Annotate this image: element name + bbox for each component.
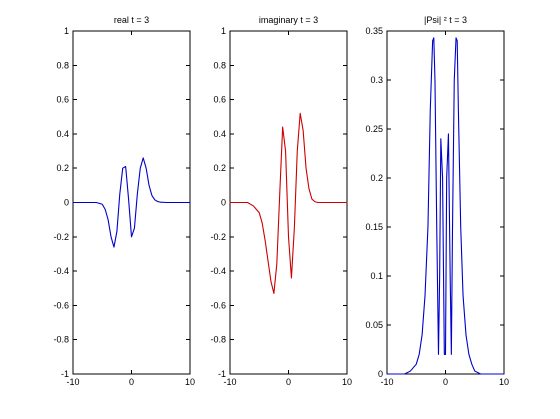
x-tick-label: -10 — [66, 377, 79, 387]
y-tick-label: 0.4 — [213, 129, 226, 139]
subplot-title: imaginary t = 3 — [259, 15, 318, 25]
subplot-title: real t = 3 — [114, 15, 149, 25]
y-tick-label: 0.4 — [56, 129, 69, 139]
y-tick-label: -0.2 — [210, 232, 226, 242]
y-tick-label: -1 — [61, 369, 69, 379]
x-tick-label: -10 — [380, 377, 393, 387]
y-tick-label: 0.1 — [370, 271, 383, 281]
subplot-3: 00.050.10.150.20.250.30.35-10 0 10|Psi| ² … — [365, 15, 509, 387]
y-tick-label: 0.05 — [365, 320, 383, 330]
y-tick-label: -1 — [218, 369, 226, 379]
y-tick-label: 0.35 — [365, 26, 383, 36]
subplot-title: |Psi| ² t = 3 — [424, 15, 467, 25]
y-tick-label: -0.4 — [53, 266, 69, 276]
subplot-1: -1 -0.8 -0.6 -0.4 -0.2 0 0.2 0.4 0.6 0.8 1 -10 0 10 re… — [53, 15, 195, 387]
y-tick-label: 0.2 — [213, 163, 226, 173]
series-line-1 — [229, 112, 348, 294]
y-tick-label: 1 — [221, 26, 226, 36]
y-tick-label: 0.25 — [365, 124, 383, 134]
y-tick-label: -0.6 — [53, 300, 69, 310]
series-line-1 — [72, 157, 191, 248]
y-tick-label: -0.8 — [210, 335, 226, 345]
y-tick-label: -0.2 — [53, 232, 69, 242]
y-tick-label: 1 — [64, 26, 69, 36]
y-tick-label: 0.2 — [370, 173, 383, 183]
y-tick-label: 0.6 — [213, 95, 226, 105]
y-tick-label: -0.6 — [210, 300, 226, 310]
x-tick-label: 10 — [185, 377, 195, 387]
x-tick-label: 10 — [342, 377, 352, 387]
y-tick-label: 0.15 — [365, 222, 383, 232]
subplot-2: -1 -0.8 -0.6 -0.4 -0.2 0 0.2 0.4 0.6 0.8 1 -10 0 10 im… — [210, 15, 352, 387]
y-tick-label: 0 — [64, 198, 69, 208]
x-tick-label: -10 — [223, 377, 236, 387]
y-tick-label: 0.3 — [370, 75, 383, 85]
y-tick-label: 0.8 — [213, 60, 226, 70]
y-tick-label: 0.2 — [56, 163, 69, 173]
series-line-1 — [386, 37, 505, 375]
y-tick-label: 0 — [221, 198, 226, 208]
y-tick-label: 0.8 — [56, 60, 69, 70]
x-tick-label: 0 — [443, 377, 448, 387]
x-tick-label: 0 — [286, 377, 291, 387]
x-tick-label: 0 — [129, 377, 134, 387]
y-tick-label: -0.8 — [53, 335, 69, 345]
y-tick-label: 0.6 — [56, 95, 69, 105]
y-tick-label: 0 — [378, 369, 383, 379]
x-tick-label: 10 — [499, 377, 509, 387]
y-tick-label: -0.4 — [210, 266, 226, 276]
